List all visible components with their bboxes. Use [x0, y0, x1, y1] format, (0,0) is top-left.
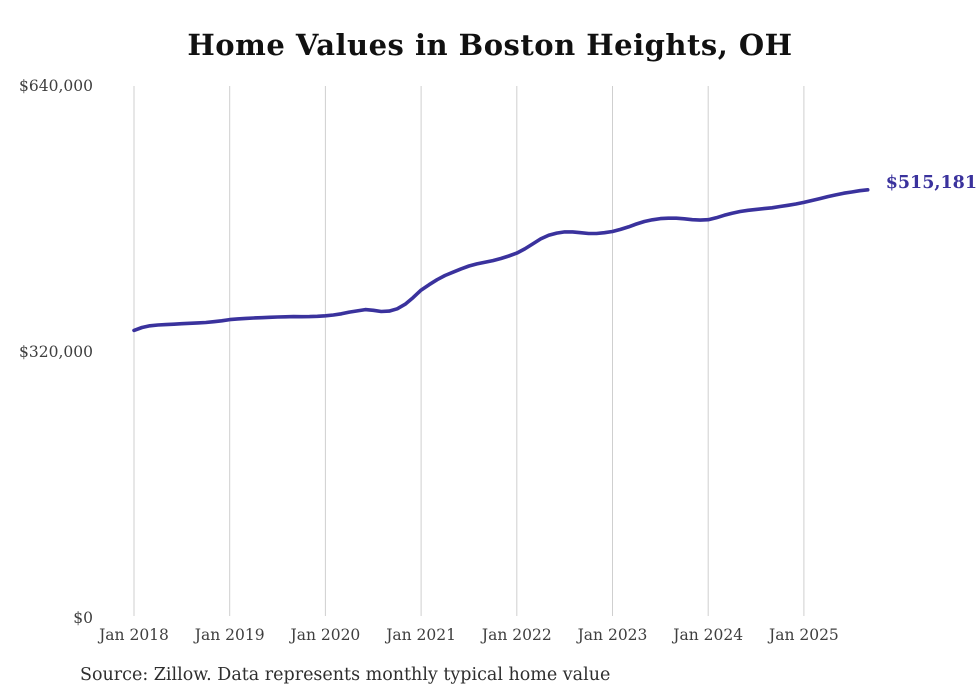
x-tick-label: Jan 2018 [97, 626, 169, 644]
home-value-line [132, 188, 870, 333]
y-tick-label: $0 [73, 609, 93, 627]
x-axis-tick-labels: Jan 2018 Jan 2019 Jan 2020 Jan 2021 Jan 2022… [97, 626, 839, 644]
y-tick-label: $320,000 [19, 343, 93, 361]
x-tick-label: Jan 2019 [193, 626, 265, 644]
y-tick-label: $640,000 [19, 77, 93, 95]
source-note: Source: Zillow. Data represents monthly … [80, 665, 611, 685]
year-gridlines [133, 86, 805, 616]
y-axis-tick-labels: $0 $320,000 $640,000 [19, 77, 93, 627]
x-tick-label: Jan 2020 [288, 626, 360, 644]
x-tick-label: Jan 2021 [384, 626, 456, 644]
x-tick-label: Jan 2022 [480, 626, 552, 644]
x-tick-label: Jan 2025 [767, 626, 839, 644]
chart-title: Home Values in Boston Heights, OH [187, 28, 793, 62]
line-end-value-label: $515,181 [886, 173, 977, 193]
x-tick-label: Jan 2024 [671, 626, 743, 644]
x-tick-label: Jan 2023 [576, 626, 648, 644]
